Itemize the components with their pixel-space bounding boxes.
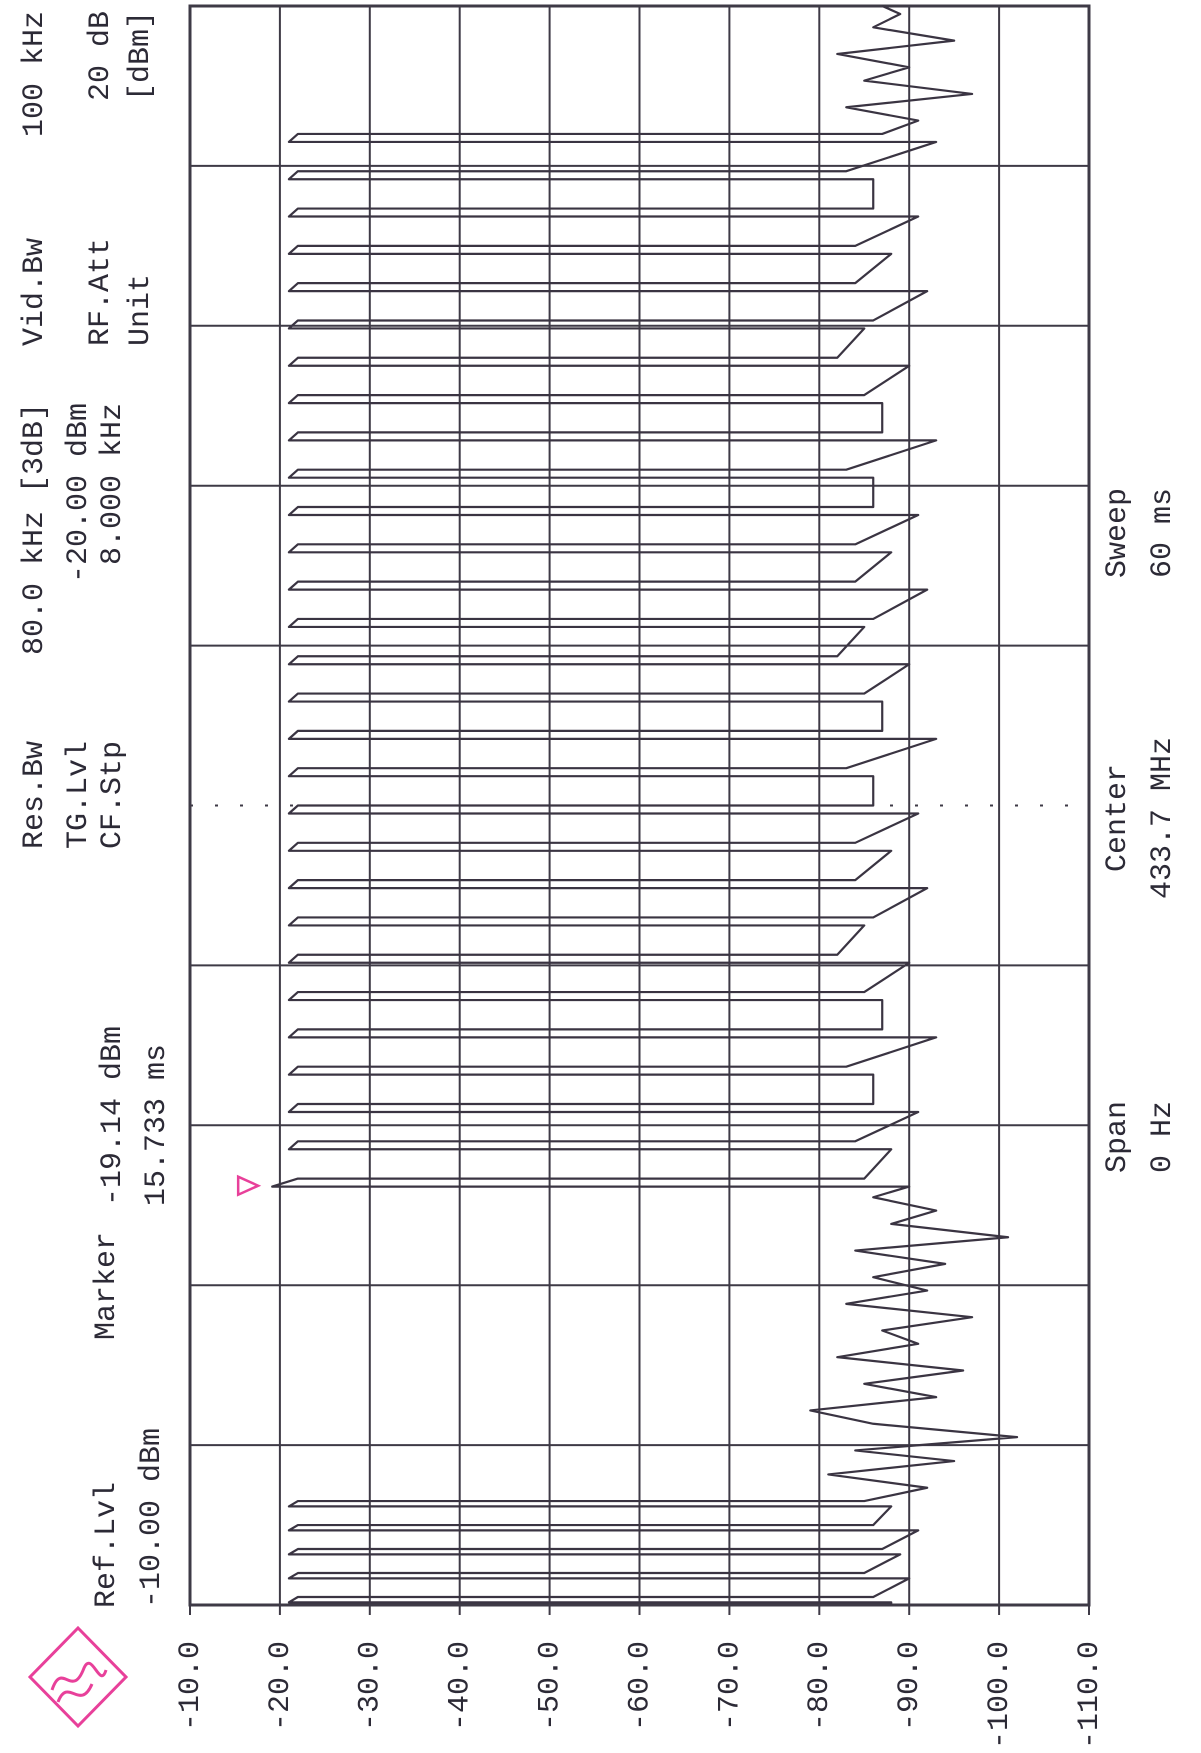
- header-label: CF.Stp: [96, 741, 130, 849]
- y-tick-label: -30.0: [354, 1641, 388, 1731]
- trace: [271, 4, 1019, 1605]
- y-tick-label: -90.0: [893, 1641, 927, 1731]
- header-value: 8.000 kHz: [96, 403, 130, 565]
- header-label: RF.Att: [84, 238, 118, 346]
- header-value: 20 dB: [84, 11, 118, 101]
- y-tick-label: -70.0: [713, 1641, 747, 1731]
- logo-wave: [56, 1683, 94, 1703]
- header-label: Marker: [90, 1232, 124, 1340]
- logo-diamond: [27, 1625, 129, 1729]
- y-tick-label: -110.0: [1073, 1641, 1107, 1749]
- y-tick-label: -40.0: [444, 1641, 478, 1731]
- y-tick-label: -60.0: [623, 1641, 657, 1731]
- footer-value: 433.7 MHz: [1146, 737, 1180, 899]
- header-label: TG.Lvl: [62, 741, 96, 849]
- marker: [236, 1174, 262, 1197]
- footer-label: Sweep: [1101, 488, 1135, 578]
- y-tick-label: -50.0: [534, 1641, 568, 1731]
- y-tick-label: -80.0: [803, 1641, 837, 1731]
- y-tick-label: -10.0: [174, 1641, 208, 1731]
- header-value: 100 kHz: [18, 11, 52, 137]
- header-label: Unit: [124, 274, 158, 346]
- header-value: -10.00 dBm: [135, 1428, 169, 1608]
- footer-label: Center: [1101, 764, 1135, 872]
- marker-x: 15.733 ms: [140, 1044, 174, 1206]
- footer-value: 0 Hz: [1146, 1101, 1180, 1173]
- header-value: -20.00 dBm: [62, 403, 96, 583]
- header-label: Res.Bw: [18, 741, 52, 849]
- footer-value: 60 ms: [1146, 488, 1180, 578]
- y-tick-label: -20.0: [264, 1641, 298, 1731]
- header-value: 80.0 kHz [3dB]: [18, 403, 52, 655]
- marker-value: -19.14 dBm: [96, 1026, 130, 1206]
- logo-wave: [50, 1661, 108, 1691]
- footer-label: Span: [1101, 1101, 1135, 1173]
- logo: [27, 1625, 129, 1729]
- header-value: [dBm]: [124, 11, 158, 101]
- header-label: Vid.Bw: [18, 238, 52, 346]
- header-label: Ref.Lvl: [90, 1482, 124, 1608]
- y-tick-label: -100.0: [983, 1641, 1017, 1749]
- rotated-plot: Ref.Lvl -10.00 dBm Marker -19.14 dBm 15.…: [18, 4, 1180, 1749]
